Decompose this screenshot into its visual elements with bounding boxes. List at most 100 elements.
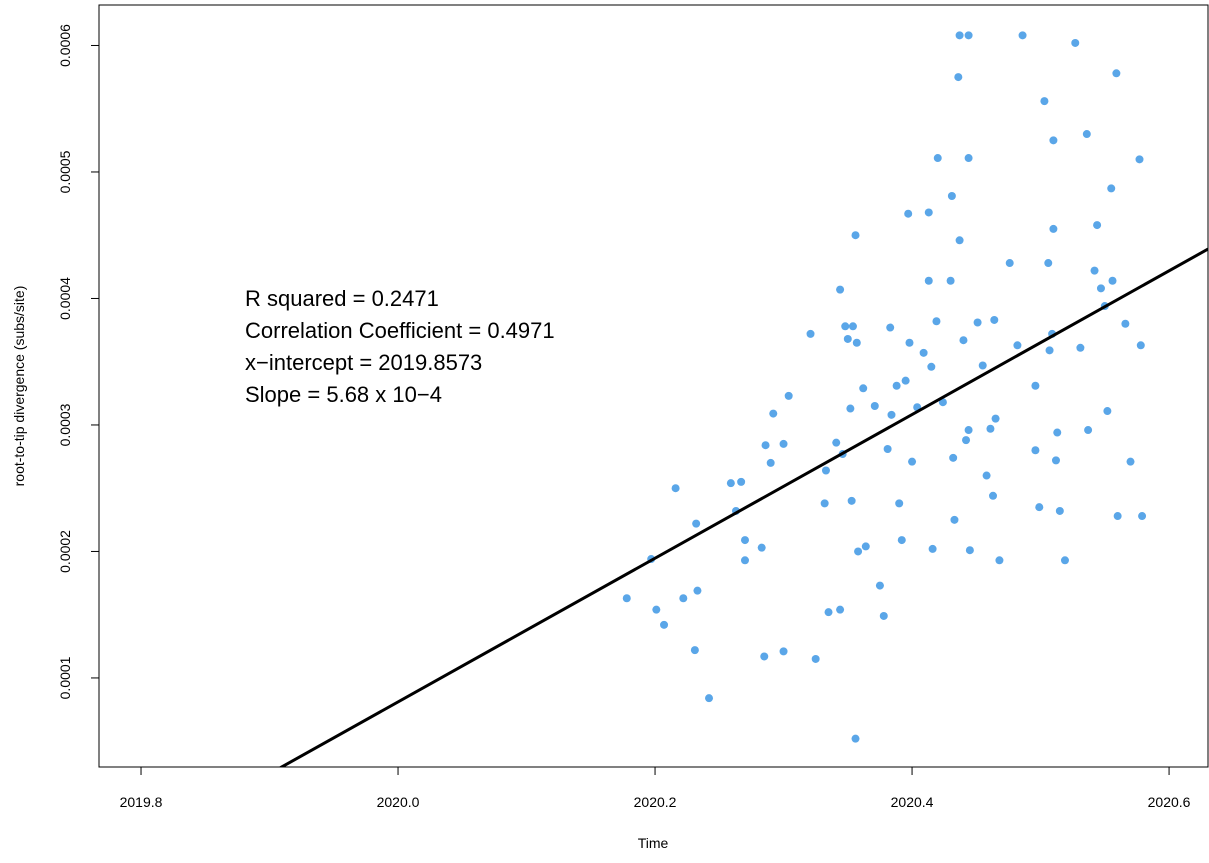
y-tick-label: 0.0001 [57,656,73,699]
data-point [1031,381,1040,390]
data-point [1045,346,1054,355]
data-point [928,544,937,553]
data-point [887,410,896,419]
data-point [769,409,778,418]
data-point [848,322,857,331]
data-point [832,438,841,447]
data-point [1071,38,1080,47]
data-point [1035,503,1044,512]
data-point [978,361,987,370]
data-point [991,414,1000,423]
x-tick-label: 2019.8 [120,794,163,810]
data-point [1076,343,1085,352]
data-point [959,336,968,345]
data-point [836,605,845,614]
annotation: x−intercept = 2019.8573 [245,350,482,375]
data-point [806,329,815,338]
data-point [954,73,963,82]
x-tick-label: 2020.6 [1148,794,1191,810]
data-point [879,611,888,620]
annotation: Correlation Coefficient = 0.4971 [245,318,555,343]
data-point [883,444,892,453]
data-point [852,338,861,347]
data-point [846,404,855,413]
data-point [1049,224,1058,233]
data-point [964,154,973,163]
data-point [671,484,680,493]
data-point [989,491,998,500]
data-point [1090,266,1099,275]
data-point [726,479,735,488]
data-point [622,594,631,603]
data-point [904,209,913,218]
data-point [1107,184,1116,193]
data-point [836,285,845,294]
data-point [820,499,829,508]
data-point [740,536,749,545]
data-point [1103,407,1112,416]
x-tick-label: 2020.2 [634,794,677,810]
data-point [1121,319,1130,328]
data-point [964,31,973,40]
data-point [779,439,788,448]
data-point [1044,259,1053,268]
data-point [1031,446,1040,455]
x-tick-label: 2020.4 [891,794,934,810]
data-point [1096,284,1105,293]
data-point [897,536,906,545]
data-point [1113,512,1122,521]
data-point [982,471,991,480]
data-point [705,694,714,703]
data-point [964,426,973,435]
data-point [1013,341,1022,350]
data-point [908,457,917,466]
data-point [1084,426,1093,435]
data-point [995,556,1004,565]
data-point [919,348,928,357]
data-point [1040,97,1049,106]
data-point [938,398,947,407]
data-point [1136,341,1145,350]
data-point [962,436,971,445]
data-point [1049,136,1058,145]
data-point [895,499,904,508]
data-point [760,652,769,661]
data-point [1112,69,1121,78]
data-point [1108,276,1117,285]
data-point [932,317,941,326]
x-axis-title: Time [638,835,669,851]
data-point [679,594,688,603]
data-point [886,323,895,332]
annotation: R squared = 0.2471 [245,286,439,311]
data-point [990,315,999,324]
data-point [1060,556,1069,565]
data-point [955,236,964,245]
data-point [1138,512,1147,521]
data-point [924,208,933,217]
data-point [851,734,860,743]
data-point [955,31,964,40]
data-point [851,231,860,240]
y-axis-title: root-to-tip divergence (subs/site) [11,286,27,487]
data-point [861,542,870,551]
data-point [905,338,914,347]
data-point [843,334,852,343]
data-point [973,318,982,327]
data-point [946,276,955,285]
data-point [950,515,959,524]
data-point [949,453,958,462]
data-point [757,543,766,552]
data-point [1051,456,1060,465]
data-point [761,441,770,450]
data-point [986,424,995,433]
data-point [660,620,669,629]
y-tick-label: 0.0006 [57,24,73,67]
data-point [1055,506,1064,515]
data-point [779,647,788,656]
data-point [927,362,936,371]
y-tick-label: 0.0005 [57,150,73,193]
data-point [652,605,661,614]
data-point [1053,428,1062,437]
data-point [933,154,942,163]
